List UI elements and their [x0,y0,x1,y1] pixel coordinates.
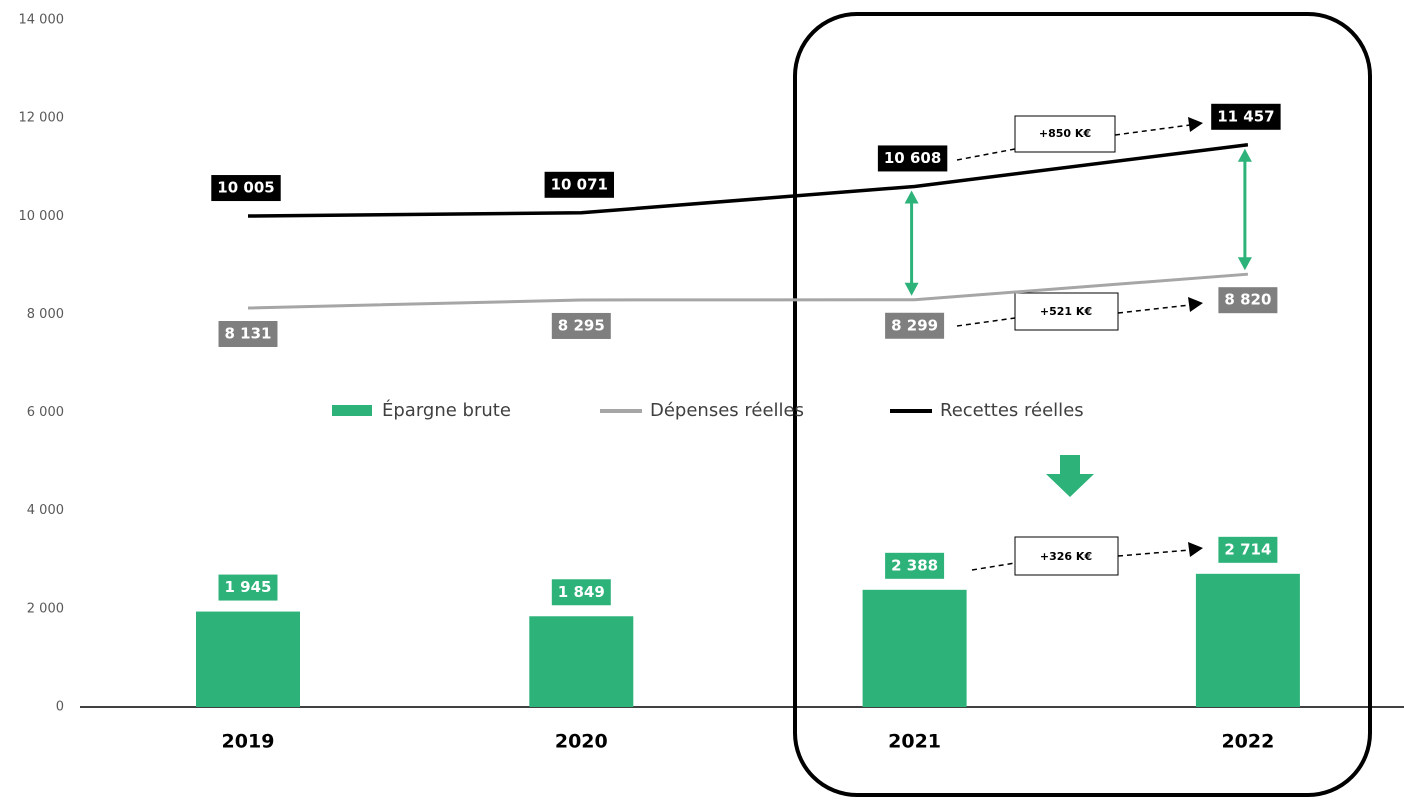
data-label-group: 8 299 [885,312,945,339]
legend-label: Dépenses réelles [650,400,804,421]
legend-swatch [332,405,372,416]
arrow-head [1188,297,1203,312]
data-label-box [218,321,278,348]
data-label-group: 1 945 [218,574,278,601]
data-label: 10 071 [551,175,608,193]
y-tick-label: 6 000 [27,405,64,420]
arrow-head [1237,257,1252,271]
data-label-box [218,574,278,601]
data-label-group: 10 608 [877,145,948,172]
data-label: 1 945 [225,578,272,596]
data-label: 1 849 [558,583,605,601]
highlight-frame [793,12,1372,797]
annotation: +850 K€ [1039,127,1091,140]
arrow-head [904,190,919,204]
data-label-group: 8 820 [1218,287,1278,314]
bar [862,589,967,707]
data-label: 8 299 [891,316,938,334]
data-label-group: 11 457 [1211,103,1281,130]
data-label-box [885,552,945,579]
annotation-box [1014,292,1119,331]
data-label: 8 820 [1224,291,1271,309]
line [247,272,1249,310]
data-label: 8 295 [558,316,605,334]
data-label-group: 8 295 [551,312,611,339]
annotation-box [1014,536,1119,576]
dashed-arrow [956,317,1016,327]
data-label-box [885,312,945,339]
y-tick-label: 14 000 [19,13,65,28]
data-label-box [544,171,615,198]
arrow-head [1237,148,1252,162]
x-tick-label: 2020 [555,731,608,753]
dashed-arrow [956,148,1016,161]
down-arrow [1046,455,1094,497]
data-label-box [1218,287,1278,314]
data-label: 10 608 [884,149,941,167]
bar [196,611,300,707]
data-label-box [211,175,281,202]
x-tick-label: 2019 [222,731,275,753]
data-label-group: 10 071 [544,171,615,198]
dashed-arrow [1114,124,1191,136]
annotation: +521 K€ [1040,305,1092,318]
data-label-group: 8 131 [218,321,278,348]
annotation: +326 K€ [1040,550,1092,563]
dashed-arrow [1117,304,1191,314]
bar [529,616,634,707]
annotation-box [1014,115,1116,153]
legend-label: Recettes réelles [940,400,1084,421]
data-label-group: 2 714 [1218,536,1278,563]
arrow-head [904,282,919,296]
data-label-box [1218,536,1278,563]
y-tick-label: 12 000 [19,111,65,126]
x-tick-label: 2021 [888,731,941,753]
data-label-box [551,312,611,339]
annotations: +850 K€ +521 K€ +326 K€ [956,115,1203,576]
arrow-head [1188,542,1203,557]
x-tick-label: 2022 [1221,731,1274,753]
bar [1195,573,1300,707]
data-label-box [877,145,948,172]
data-label-group: 2 388 [885,552,945,579]
data-label: 10 005 [217,179,274,197]
data-label: 2 388 [891,556,938,574]
dashed-arrow [971,562,1016,571]
data-label: 11 457 [1217,107,1274,125]
legend-label: Épargne brute [382,399,511,421]
data-label-group: 10 005 [211,175,281,202]
y-tick-label: 8 000 [27,307,64,322]
arrow-head [1188,117,1203,132]
y-tick-label: 4 000 [27,503,64,518]
y-tick-label: 0 [56,700,64,715]
dashed-arrow [1117,549,1191,557]
data-label: 8 131 [225,325,272,343]
data-label-group: 1 849 [551,579,611,606]
y-tick-label: 2 000 [27,601,64,616]
data-label: 2 714 [1224,540,1271,558]
data-label-box [1211,103,1281,130]
y-tick-label: 10 000 [19,209,65,224]
data-label-box [551,579,611,606]
line [247,143,1249,218]
